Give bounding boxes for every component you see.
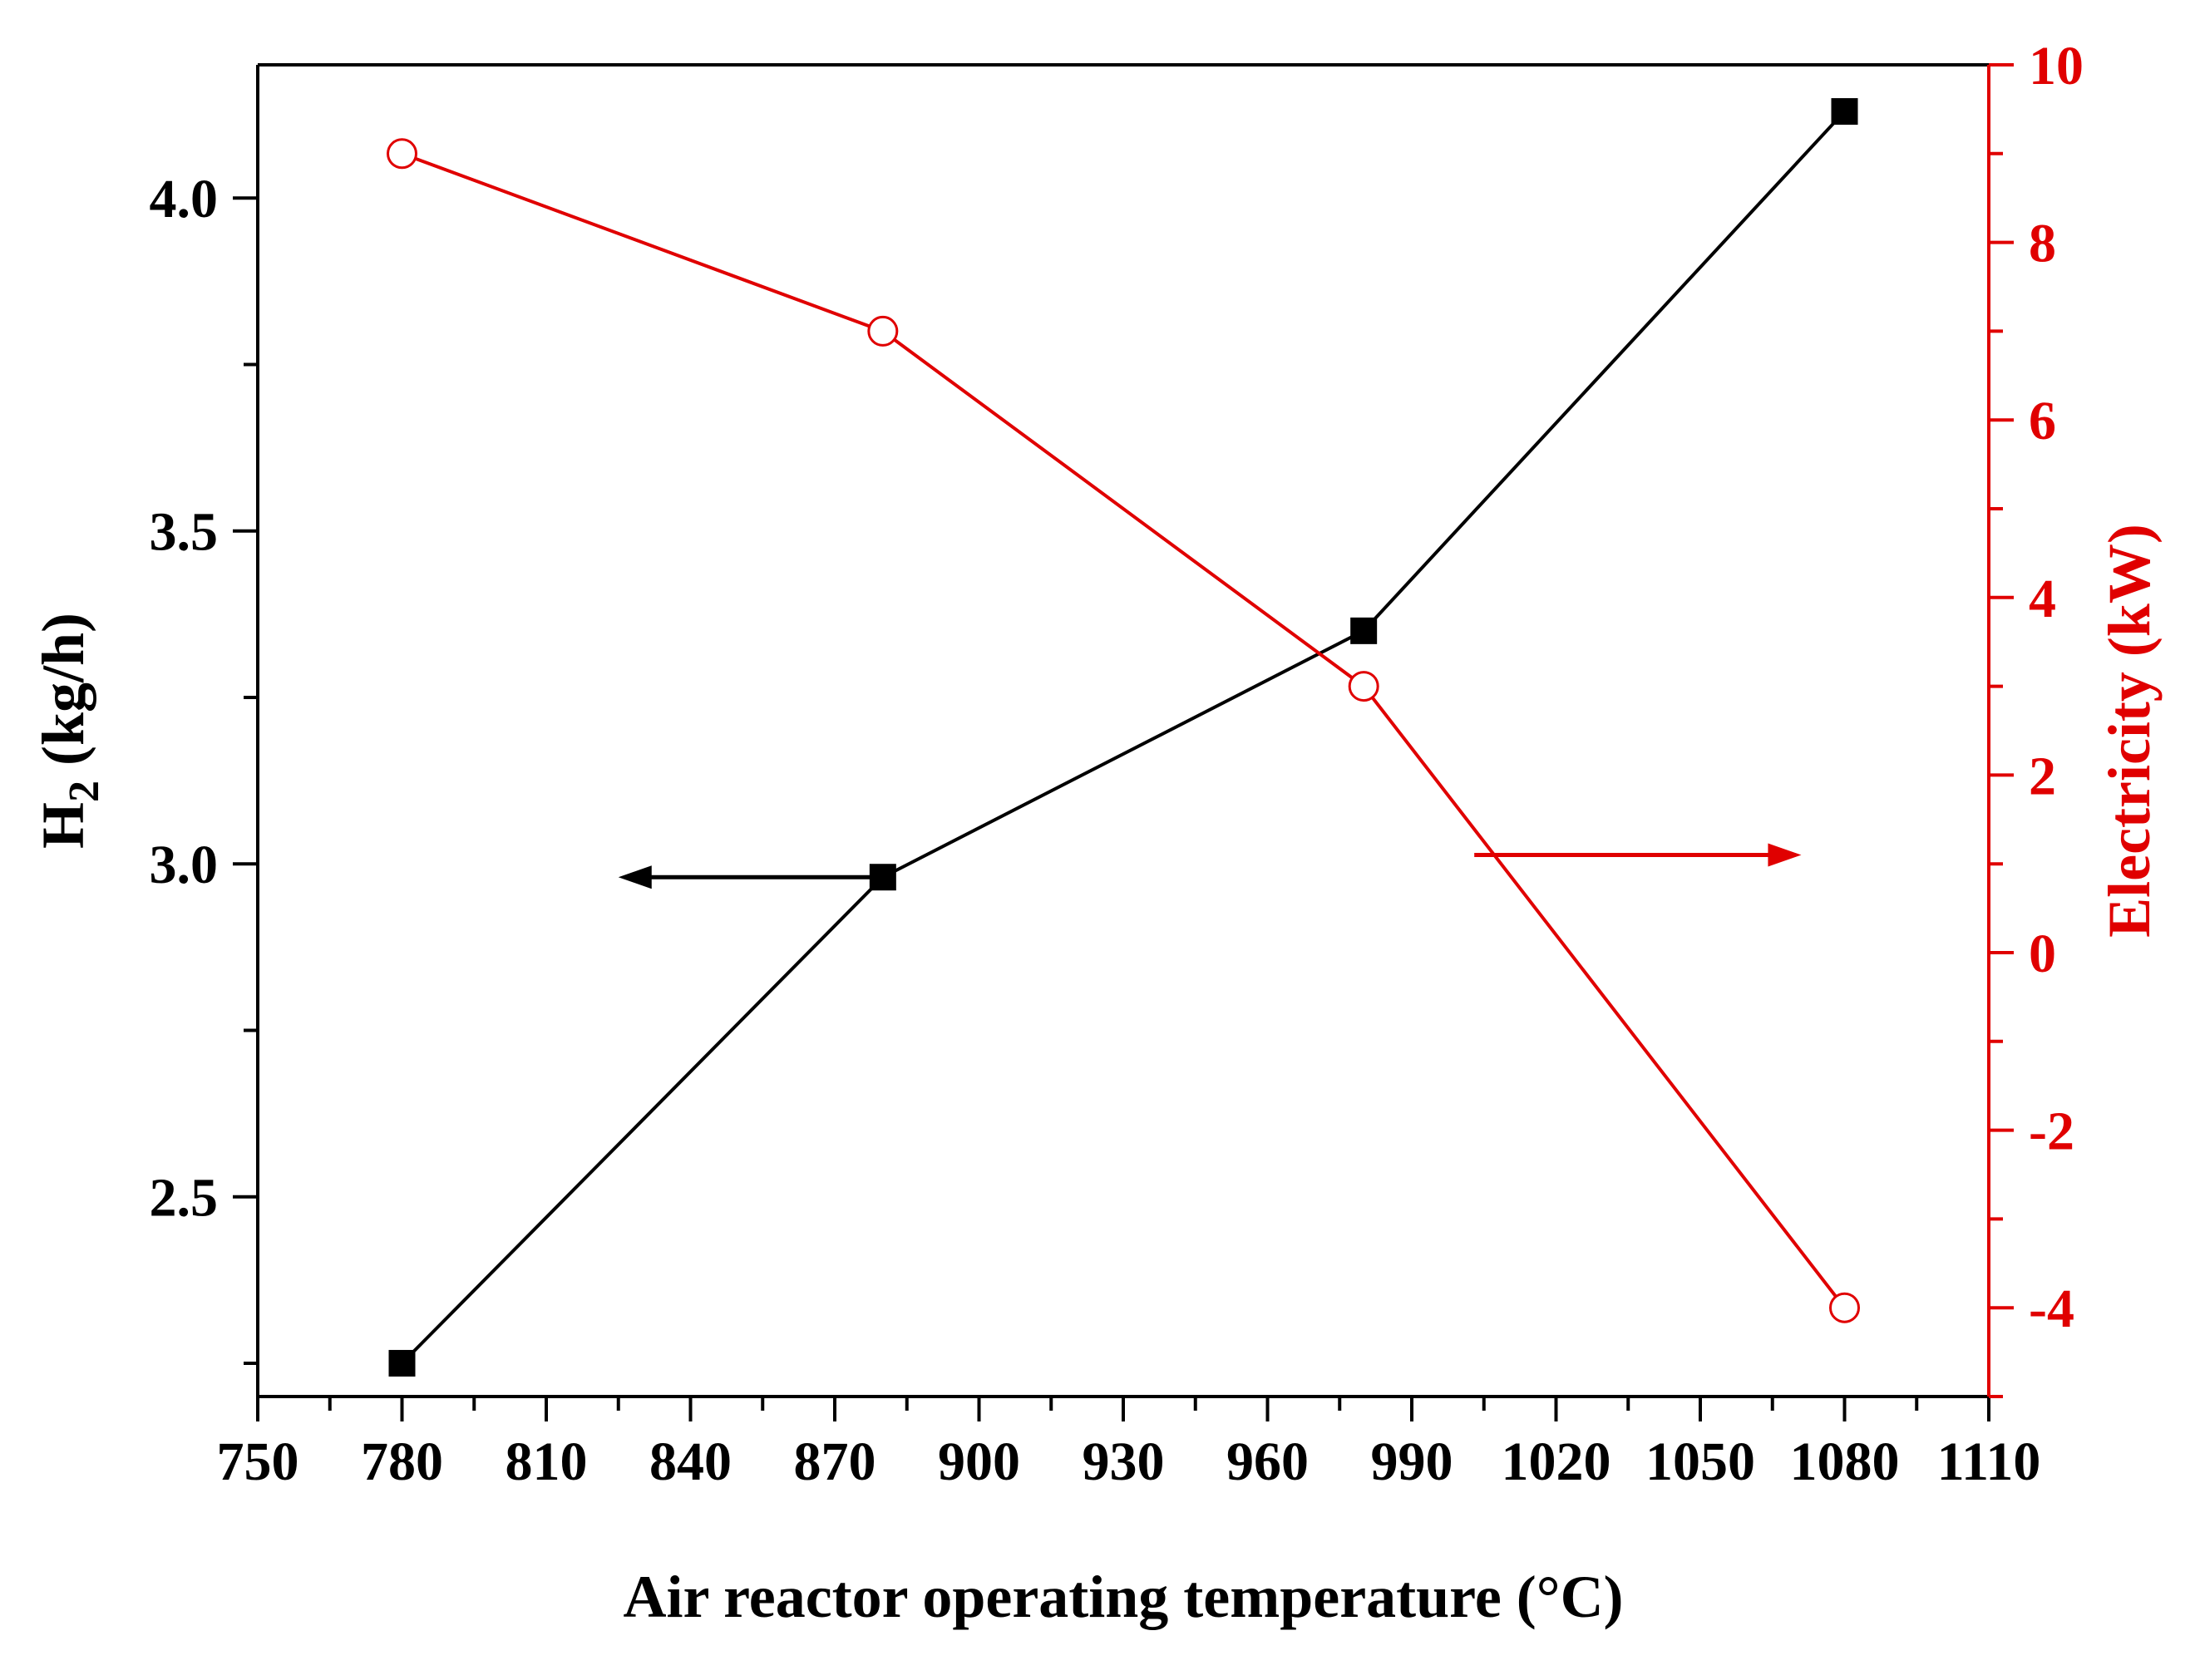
electricity-data-point xyxy=(1348,671,1379,702)
right-axis-arrow-head xyxy=(1768,843,1802,867)
x-tick-label: 1020 xyxy=(1502,1431,1611,1492)
y-right-tick-label: 10 xyxy=(2029,36,2084,96)
y-axis-left-title-sub: 2 xyxy=(61,781,108,802)
y-axis-left-title: H2 (kg/h) xyxy=(30,613,108,849)
x-axis-title: Air reactor operating temperature (°C) xyxy=(623,1564,1623,1630)
x-tick-label: 960 xyxy=(1226,1431,1309,1492)
y-axis-left-title-main: H xyxy=(30,802,96,849)
h2-data-point xyxy=(1350,617,1378,644)
x-tick-label: 810 xyxy=(506,1431,588,1492)
y-right-tick-label: -4 xyxy=(2029,1278,2074,1339)
y-right-tick-label: 4 xyxy=(2029,569,2056,629)
series-line-electricity xyxy=(401,151,1847,1309)
x-tick-label: 930 xyxy=(1083,1431,1165,1492)
y-left-tick-label: 3.0 xyxy=(150,835,219,895)
x-tick-label: 900 xyxy=(938,1431,1020,1492)
electricity-data-point xyxy=(387,138,417,170)
y-left-tick-label: 4.0 xyxy=(150,169,219,229)
y-left-tick-label: 3.5 xyxy=(150,502,219,563)
y-right-tick-label: 0 xyxy=(2029,924,2056,984)
series-line-h2 xyxy=(401,110,1846,1365)
y-right-tick-label: -2 xyxy=(2029,1101,2074,1162)
x-tick-label: 840 xyxy=(649,1431,732,1492)
electricity-data-point xyxy=(867,315,899,347)
x-tick-label: 990 xyxy=(1371,1431,1453,1492)
x-tick-label: 1080 xyxy=(1790,1431,1900,1492)
y-right-tick-label: 8 xyxy=(2029,214,2056,274)
x-tick-label: 1050 xyxy=(1645,1431,1755,1492)
left-axis-arrow-head xyxy=(618,865,652,889)
y-right-tick-label: 6 xyxy=(2029,391,2056,451)
x-tick-label: 1110 xyxy=(1937,1431,2041,1492)
x-tick-label: 750 xyxy=(217,1431,299,1492)
x-tick-label: 870 xyxy=(794,1431,876,1492)
y-right-tick-label: 2 xyxy=(2029,746,2056,806)
x-tick-label: 780 xyxy=(361,1431,443,1492)
y-axis-right-title: Electricity (kW) xyxy=(2096,524,2163,938)
y-axis-left-title-rest: (kg/h) xyxy=(30,613,96,781)
h2-data-point xyxy=(388,1349,416,1377)
electricity-data-point xyxy=(1829,1292,1860,1323)
y-left-tick-label: 2.5 xyxy=(150,1168,219,1229)
h2-data-point xyxy=(1831,98,1858,126)
